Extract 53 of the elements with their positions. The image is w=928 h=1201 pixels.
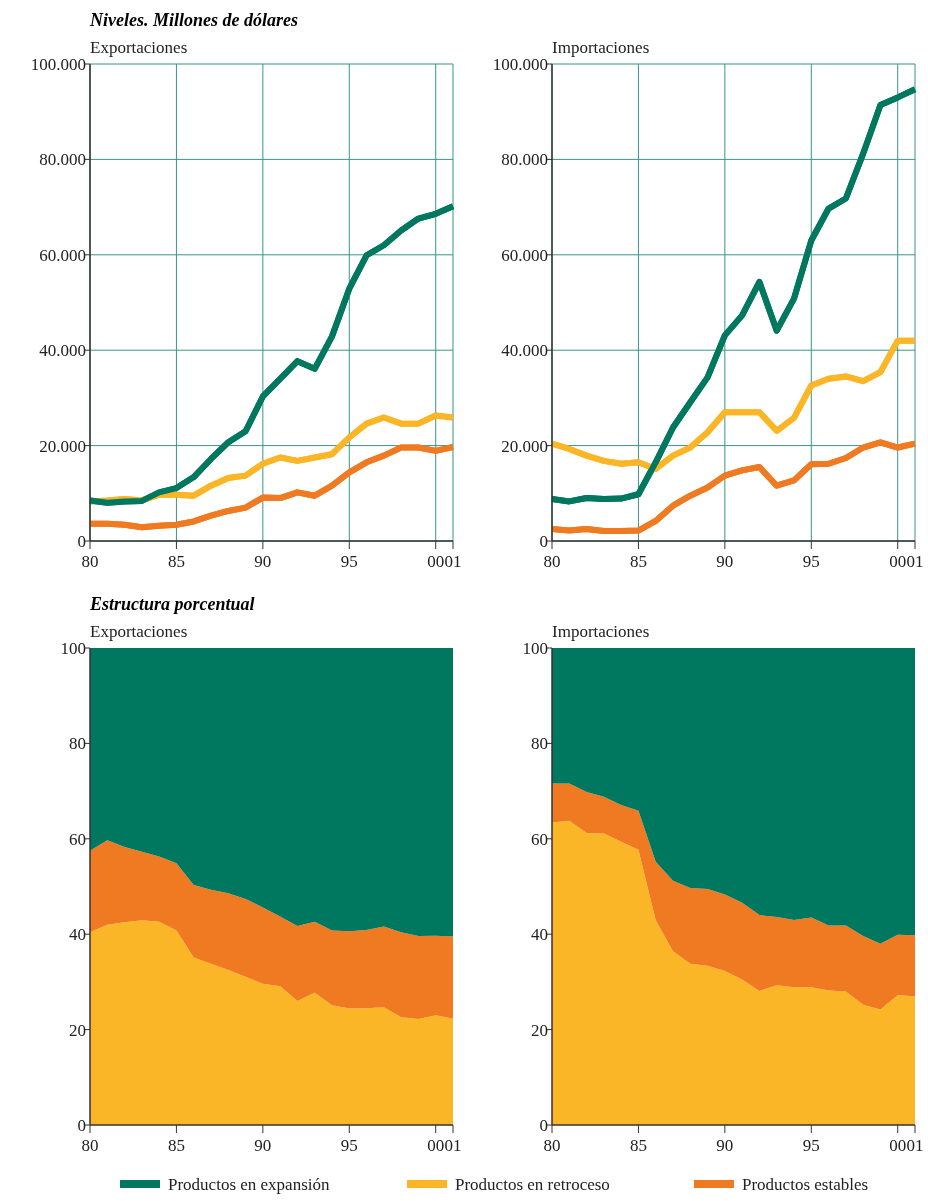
x-tick-label: 95 bbox=[340, 552, 358, 571]
legend-label: Productos en expansión bbox=[168, 1175, 330, 1194]
y-tick-label: 100.000 bbox=[30, 55, 86, 74]
y-tick-label: 20.000 bbox=[501, 436, 548, 456]
x-tick-label: 95 bbox=[340, 1136, 358, 1155]
y-tick-label: 100.000 bbox=[492, 55, 548, 74]
y-tick-label: 100 bbox=[60, 639, 86, 658]
y-tick-label: 0 bbox=[539, 1116, 548, 1135]
x-tick-label: 90 bbox=[254, 552, 272, 571]
x-tick-label: 00 bbox=[889, 1136, 907, 1155]
y-tick-label: 40 bbox=[69, 925, 86, 945]
x-tick-label: 01 bbox=[906, 552, 924, 571]
chart-title: Importaciones bbox=[552, 622, 650, 641]
y-tick-label: 60 bbox=[69, 829, 86, 849]
y-tick-label: 40 bbox=[531, 925, 548, 945]
y-tick-label: 60.000 bbox=[39, 245, 86, 265]
y-tick-label: 0 bbox=[77, 1116, 86, 1135]
x-tick-label: 90 bbox=[716, 1136, 734, 1155]
x-tick-label: 01 bbox=[906, 1136, 924, 1155]
y-tick-label: 0 bbox=[539, 532, 548, 551]
text: Estructura porcentual bbox=[89, 594, 255, 614]
y-tick-label: 80 bbox=[531, 734, 548, 754]
x-tick-label: 85 bbox=[629, 552, 647, 571]
x-tick-label: 85 bbox=[629, 1136, 647, 1155]
legend-label: Productos estables bbox=[742, 1175, 869, 1194]
y-tick-label: 20 bbox=[69, 1020, 86, 1040]
legend-label: Productos en retroceso bbox=[455, 1175, 610, 1194]
y-tick-label: 80.000 bbox=[39, 150, 86, 170]
text: Niveles. Millones de dólares bbox=[89, 10, 298, 30]
x-tick-label: 00 bbox=[427, 1136, 445, 1155]
x-tick-label: 00 bbox=[889, 552, 907, 571]
y-tick-label: 40.000 bbox=[39, 341, 86, 361]
x-tick-label: 85 bbox=[167, 552, 185, 571]
x-tick-label: 01 bbox=[444, 552, 462, 571]
chart-title: Importaciones bbox=[552, 38, 650, 57]
chart-title: Exportaciones bbox=[90, 622, 188, 641]
y-tick-label: 100 bbox=[522, 639, 548, 658]
x-tick-label: 01 bbox=[444, 1136, 462, 1155]
y-tick-label: 60 bbox=[531, 829, 548, 849]
x-tick-label: 95 bbox=[802, 552, 820, 571]
x-tick-label: 00 bbox=[427, 552, 445, 571]
x-tick-label: 90 bbox=[716, 552, 734, 571]
chart-title: Exportaciones bbox=[90, 38, 188, 57]
y-tick-label: 40.000 bbox=[501, 341, 548, 361]
x-tick-label: 85 bbox=[167, 1136, 185, 1155]
y-tick-label: 20.000 bbox=[39, 436, 86, 456]
y-tick-label: 0 bbox=[77, 532, 86, 551]
x-tick-label: 90 bbox=[254, 1136, 272, 1155]
y-tick-label: 80.000 bbox=[501, 150, 548, 170]
y-tick-label: 20 bbox=[531, 1020, 548, 1040]
y-tick-label: 60.000 bbox=[501, 245, 548, 265]
y-tick-label: 80 bbox=[69, 734, 86, 754]
x-tick-label: 95 bbox=[802, 1136, 820, 1155]
